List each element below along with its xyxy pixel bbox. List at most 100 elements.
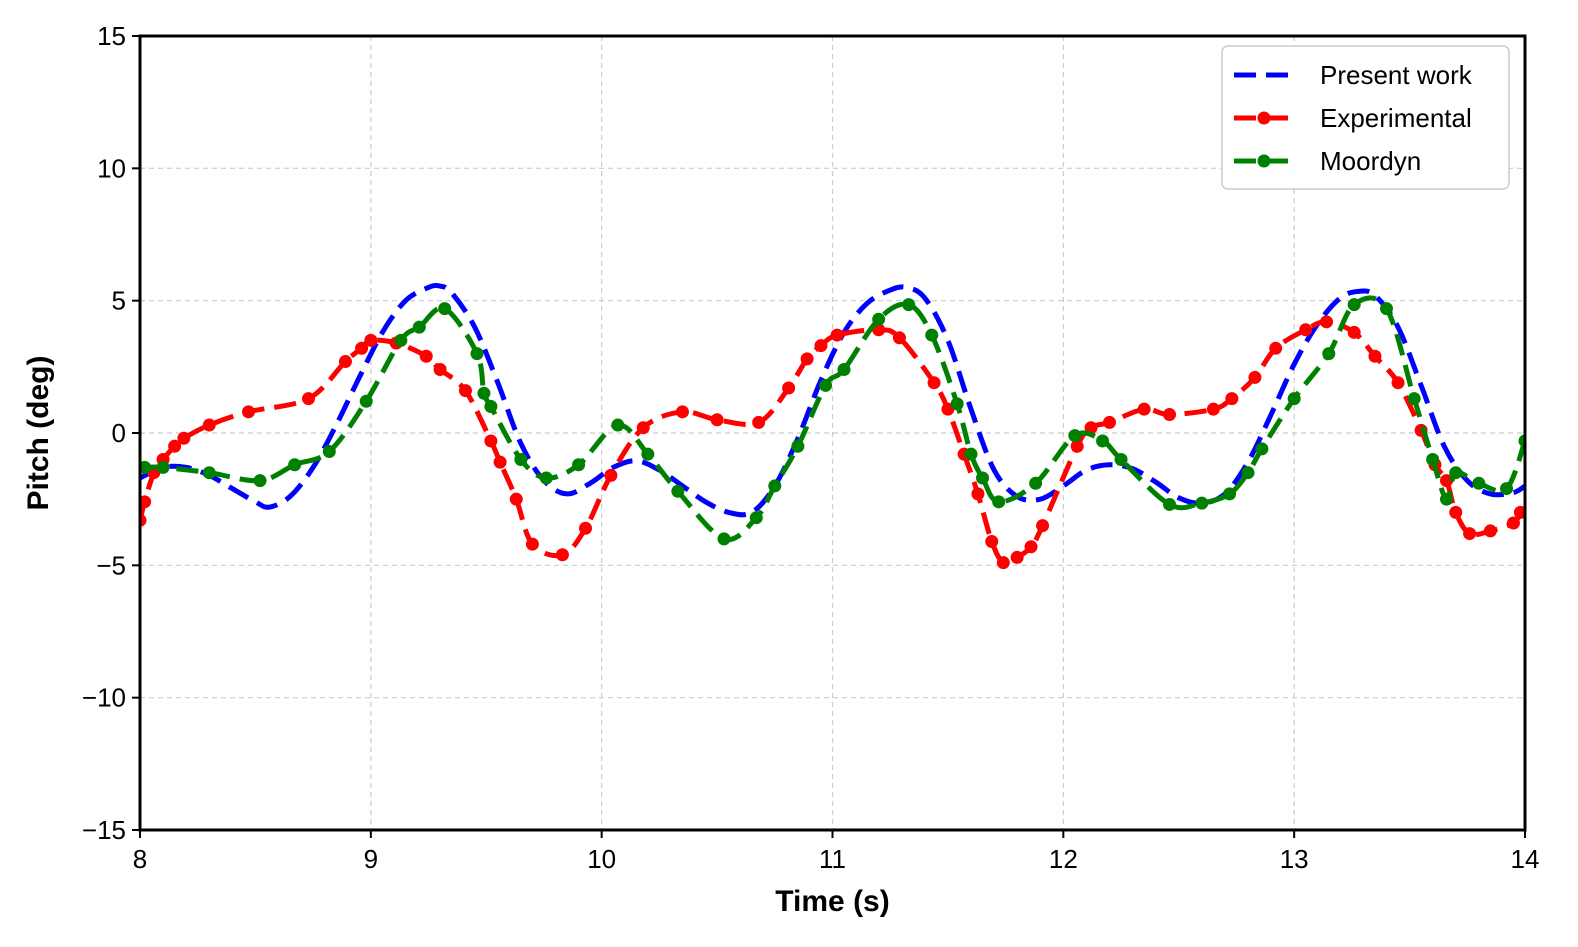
moordyn-point [1347, 298, 1361, 312]
y-tick-label: 15 [97, 21, 126, 51]
experimental-point [814, 339, 828, 353]
experimental-point [338, 355, 352, 369]
experimental-point [355, 341, 369, 355]
experimental-point [509, 492, 523, 506]
y-tick-label: −10 [82, 683, 126, 713]
experimental-point [675, 405, 689, 419]
moordyn-point [1223, 487, 1237, 501]
experimental-point [830, 328, 844, 342]
moordyn-point [976, 471, 990, 485]
experimental-point [433, 362, 447, 376]
moordyn-point [288, 458, 302, 472]
experimental-point [1449, 505, 1463, 519]
experimental-point [800, 352, 814, 366]
moordyn-point [1449, 466, 1463, 480]
experimental-point [202, 418, 216, 432]
experimental-point [1103, 415, 1116, 429]
moordyn-point [1096, 434, 1110, 448]
experimental-point [1513, 505, 1525, 519]
experimental-point [927, 376, 941, 390]
experimental-point [302, 392, 316, 406]
moordyn-point [1241, 466, 1255, 480]
legend-label-moordyn: Moordyn [1320, 146, 1421, 176]
experimental-point [1368, 349, 1382, 363]
moordyn-point [902, 298, 916, 312]
experimental-point [493, 455, 507, 469]
y-tick-label: 0 [112, 418, 126, 448]
legend-item-present-work: Present work [1234, 60, 1473, 90]
moordyn-point [1472, 476, 1486, 490]
experimental-point [971, 487, 985, 501]
experimental-point [555, 548, 569, 562]
experimental-point [177, 431, 191, 445]
moordyn-point [992, 495, 1006, 509]
x-tick-label: 11 [819, 844, 846, 874]
experimental-point [1024, 540, 1038, 554]
moordyn-point [1500, 482, 1514, 496]
moordyn-line [144, 295, 1525, 543]
experimental-point [996, 556, 1010, 570]
moordyn-point [749, 511, 763, 525]
x-tick-label: 13 [1280, 844, 1309, 874]
experimental-point [1391, 376, 1405, 390]
moordyn-point [394, 333, 408, 347]
x-axis-label: Time (s) [775, 885, 889, 918]
experimental-point [636, 421, 650, 435]
moordyn-point [412, 320, 426, 334]
moordyn-point [484, 400, 498, 414]
moordyn-point [477, 386, 491, 400]
moordyn-point [470, 347, 484, 361]
moordyn-series [140, 295, 1525, 546]
experimental-point [241, 405, 255, 419]
moordyn-point [1029, 476, 1043, 490]
moordyn-point [1426, 452, 1440, 466]
experimental-point [1483, 524, 1497, 538]
experimental-point [140, 513, 147, 527]
x-tick-label: 10 [587, 844, 616, 874]
moordyn-point [1195, 496, 1209, 510]
experimental-point [1084, 421, 1098, 435]
experimental-point [1163, 407, 1177, 421]
moordyn-point [1407, 392, 1421, 406]
experimental-point [710, 413, 724, 427]
legend-label-present-work: Present work [1320, 60, 1473, 90]
moordyn-point [322, 445, 336, 459]
moordyn-point [1287, 392, 1301, 406]
experimental-point [985, 535, 999, 549]
moordyn-point [1440, 492, 1454, 506]
present-work-line [140, 282, 1525, 518]
experimental-point [1225, 392, 1239, 406]
experimental-point [1206, 402, 1220, 416]
moordyn-point [1163, 497, 1177, 511]
moordyn-point [253, 474, 267, 488]
experimental-point [1269, 341, 1283, 355]
moordyn-point [514, 452, 528, 466]
x-tick-label: 14 [1511, 844, 1540, 874]
legend: Present work Experimental Moordyn [1221, 45, 1510, 190]
experimental-point [419, 349, 433, 363]
experimental-point [525, 537, 539, 551]
experimental-point [1440, 474, 1454, 488]
experimental-point [1506, 516, 1520, 530]
legend-label-experimental: Experimental [1320, 103, 1472, 133]
moordyn-point [140, 460, 152, 474]
experimental-point [1070, 439, 1084, 453]
y-tick-label: −5 [96, 550, 126, 580]
moordyn-point [768, 479, 782, 493]
moordyn-point [671, 484, 685, 498]
experimental-point [1463, 527, 1477, 541]
moordyn-point [819, 378, 833, 392]
experimental-point [140, 495, 152, 509]
legend-marker-experimental [1257, 111, 1271, 125]
moordyn-point [1255, 442, 1269, 456]
x-tick-label: 9 [364, 844, 378, 874]
experimental-point [484, 434, 498, 448]
experimental-point [1347, 325, 1361, 339]
experimental-point [604, 468, 618, 482]
experimental-point [1248, 370, 1262, 384]
experimental-series [140, 315, 1525, 570]
moordyn-point [1068, 429, 1082, 443]
moordyn-point [1380, 302, 1393, 316]
moordyn-point [791, 439, 805, 453]
